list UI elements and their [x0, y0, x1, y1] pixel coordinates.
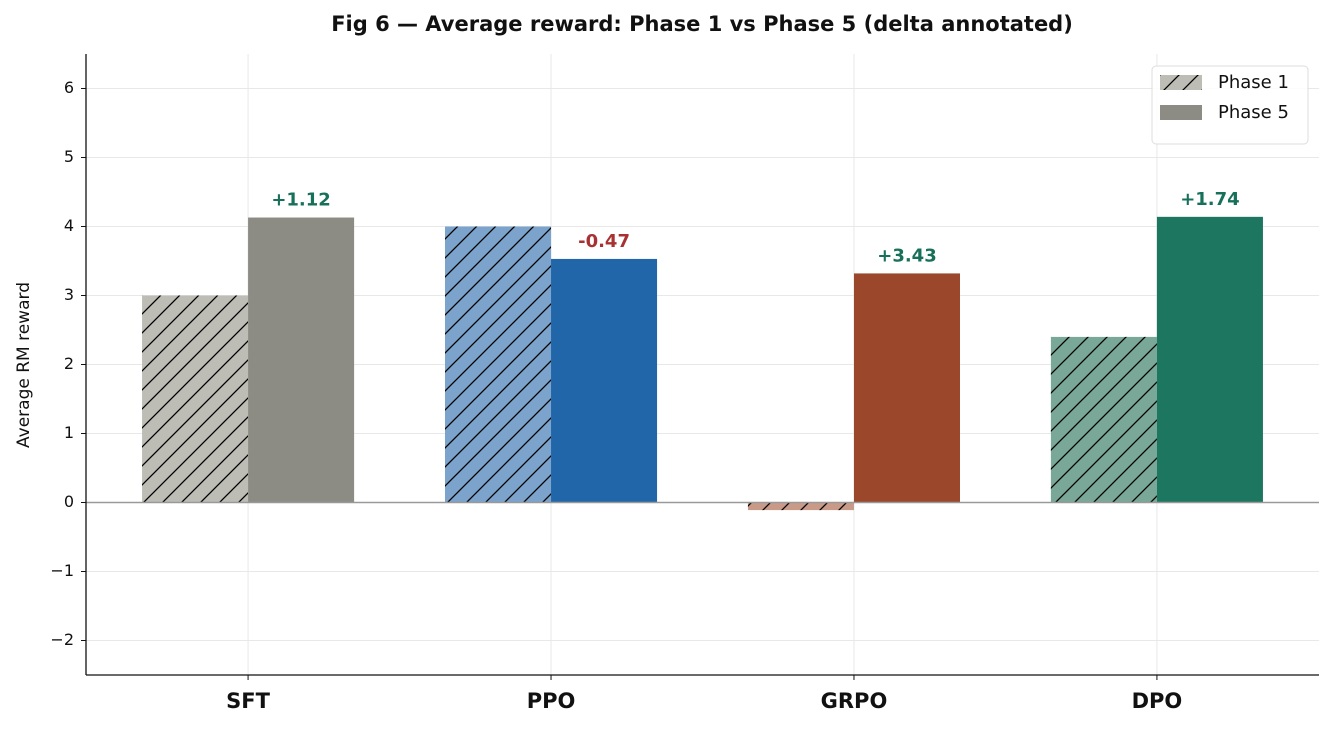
bar-hatch [1050, 336, 1157, 503]
legend-hatch [1160, 75, 1202, 90]
y-axis-label: Average RM reward [14, 282, 34, 448]
delta-label: +1.12 [271, 190, 331, 211]
legend-label: Phase 1 [1218, 72, 1289, 93]
y-tick-label: 0 [64, 492, 74, 511]
y-tick-label: 5 [64, 147, 74, 166]
bar-hatch [142, 295, 249, 503]
legend-swatch [1160, 105, 1202, 120]
bar [551, 258, 658, 503]
bar-hatch [444, 226, 552, 503]
delta-label: +1.74 [1180, 189, 1240, 210]
delta-label: +3.43 [877, 245, 937, 266]
legend-label: Phase 5 [1218, 102, 1289, 123]
x-tick-label: GRPO [821, 689, 888, 713]
y-tick-label: 1 [64, 423, 74, 442]
chart-title: Fig 6 — Average reward: Phase 1 vs Phase… [331, 12, 1073, 36]
x-tick-label: DPO [1132, 689, 1183, 713]
y-tick-label: −2 [50, 630, 74, 649]
y-tick-label: 2 [64, 354, 74, 373]
delta-label: -0.47 [578, 231, 630, 252]
y-tick-label: −1 [50, 561, 74, 580]
y-tick-label: 4 [64, 216, 74, 235]
bar [1156, 216, 1263, 503]
x-tick-label: PPO [527, 689, 576, 713]
y-tick-label: 3 [64, 285, 74, 304]
bar [853, 273, 961, 503]
bar-hatch [747, 502, 854, 511]
x-tick-label: SFT [226, 689, 270, 713]
bar [248, 217, 355, 503]
y-tick-label: 6 [64, 78, 74, 97]
